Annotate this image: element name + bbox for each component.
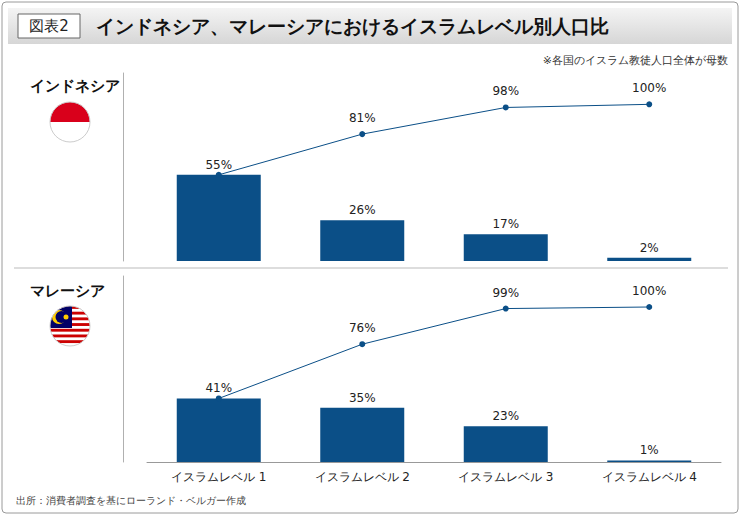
- svg-text:81%: 81%: [349, 111, 376, 125]
- svg-text:図表2: 図表2: [29, 17, 69, 35]
- svg-text:35%: 35%: [349, 391, 376, 405]
- svg-text:イスラムレベル 1: イスラムレベル 1: [171, 470, 266, 484]
- svg-text:2%: 2%: [640, 241, 659, 255]
- svg-text:41%: 41%: [205, 381, 232, 395]
- svg-text:99%: 99%: [492, 286, 519, 300]
- svg-text:イスラムレベル 3: イスラムレベル 3: [458, 470, 553, 484]
- svg-text:55%: 55%: [205, 158, 232, 172]
- svg-text:76%: 76%: [349, 321, 376, 335]
- svg-text:インドネシア: インドネシア: [30, 77, 120, 95]
- svg-text:100%: 100%: [632, 284, 666, 298]
- svg-text:出所：消費者調査を基にローランド・ベルガー作成: 出所：消費者調査を基にローランド・ベルガー作成: [16, 495, 246, 506]
- svg-text:イスラムレベル 4: イスラムレベル 4: [602, 470, 697, 484]
- svg-text:23%: 23%: [492, 409, 519, 423]
- svg-text:98%: 98%: [492, 84, 519, 98]
- svg-text:26%: 26%: [349, 203, 376, 217]
- svg-text:イスラムレベル 2: イスラムレベル 2: [315, 470, 410, 484]
- svg-text:インドネシア、マレーシアにおけるイスラムレベル別人口比: インドネシア、マレーシアにおけるイスラムレベル別人口比: [96, 15, 609, 37]
- svg-text:※各国のイスラム教徒人口全体が母数: ※各国のイスラム教徒人口全体が母数: [543, 54, 728, 67]
- svg-text:100%: 100%: [632, 81, 666, 95]
- svg-text:1%: 1%: [640, 443, 659, 457]
- svg-text:マレーシア: マレーシア: [30, 282, 105, 300]
- svg-text:17%: 17%: [492, 217, 519, 231]
